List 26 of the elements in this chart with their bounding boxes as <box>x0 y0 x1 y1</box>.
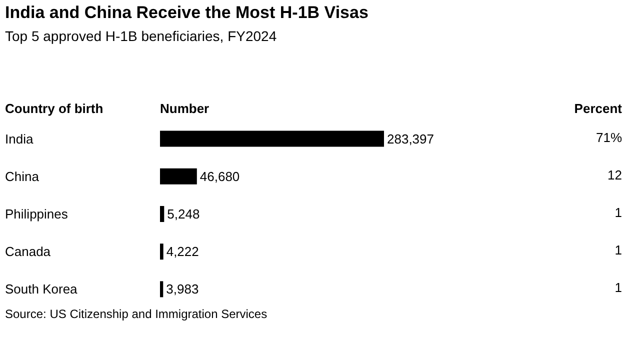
chart-subtitle: Top 5 approved H-1B beneficiaries, FY2024 <box>5 28 277 44</box>
y-tick-label: South Korea <box>5 282 78 297</box>
data-label: 46,680 <box>200 168 240 184</box>
data-label: 3,983 <box>166 282 199 297</box>
bar <box>160 130 384 147</box>
text: Percent <box>574 101 623 116</box>
data-label: 283,397 <box>387 131 434 146</box>
y-axis-title: Country of birth <box>5 101 104 116</box>
bar <box>160 168 197 184</box>
data-label: 5,248 <box>167 206 200 222</box>
x-axis-title: Number <box>160 101 210 116</box>
y-tick-label: Philippines <box>5 206 68 222</box>
annotation: Source: US Citizenship and Immigration Services <box>5 307 268 321</box>
chart-title: India and China Receive the Most H-1B Visas <box>5 3 368 22</box>
data-label: 4,222 <box>166 244 199 260</box>
text: 1 <box>614 242 622 258</box>
bar <box>160 281 164 298</box>
y-tick-label: China <box>5 168 40 184</box>
bar <box>160 244 164 260</box>
bar <box>160 206 164 222</box>
text: 12 <box>608 167 622 182</box>
text: 1 <box>614 280 622 296</box>
y-tick-label: India <box>5 131 34 146</box>
text: 1 <box>614 205 622 220</box>
y-tick-label: Canada <box>5 244 52 260</box>
text: 71% <box>596 130 622 145</box>
